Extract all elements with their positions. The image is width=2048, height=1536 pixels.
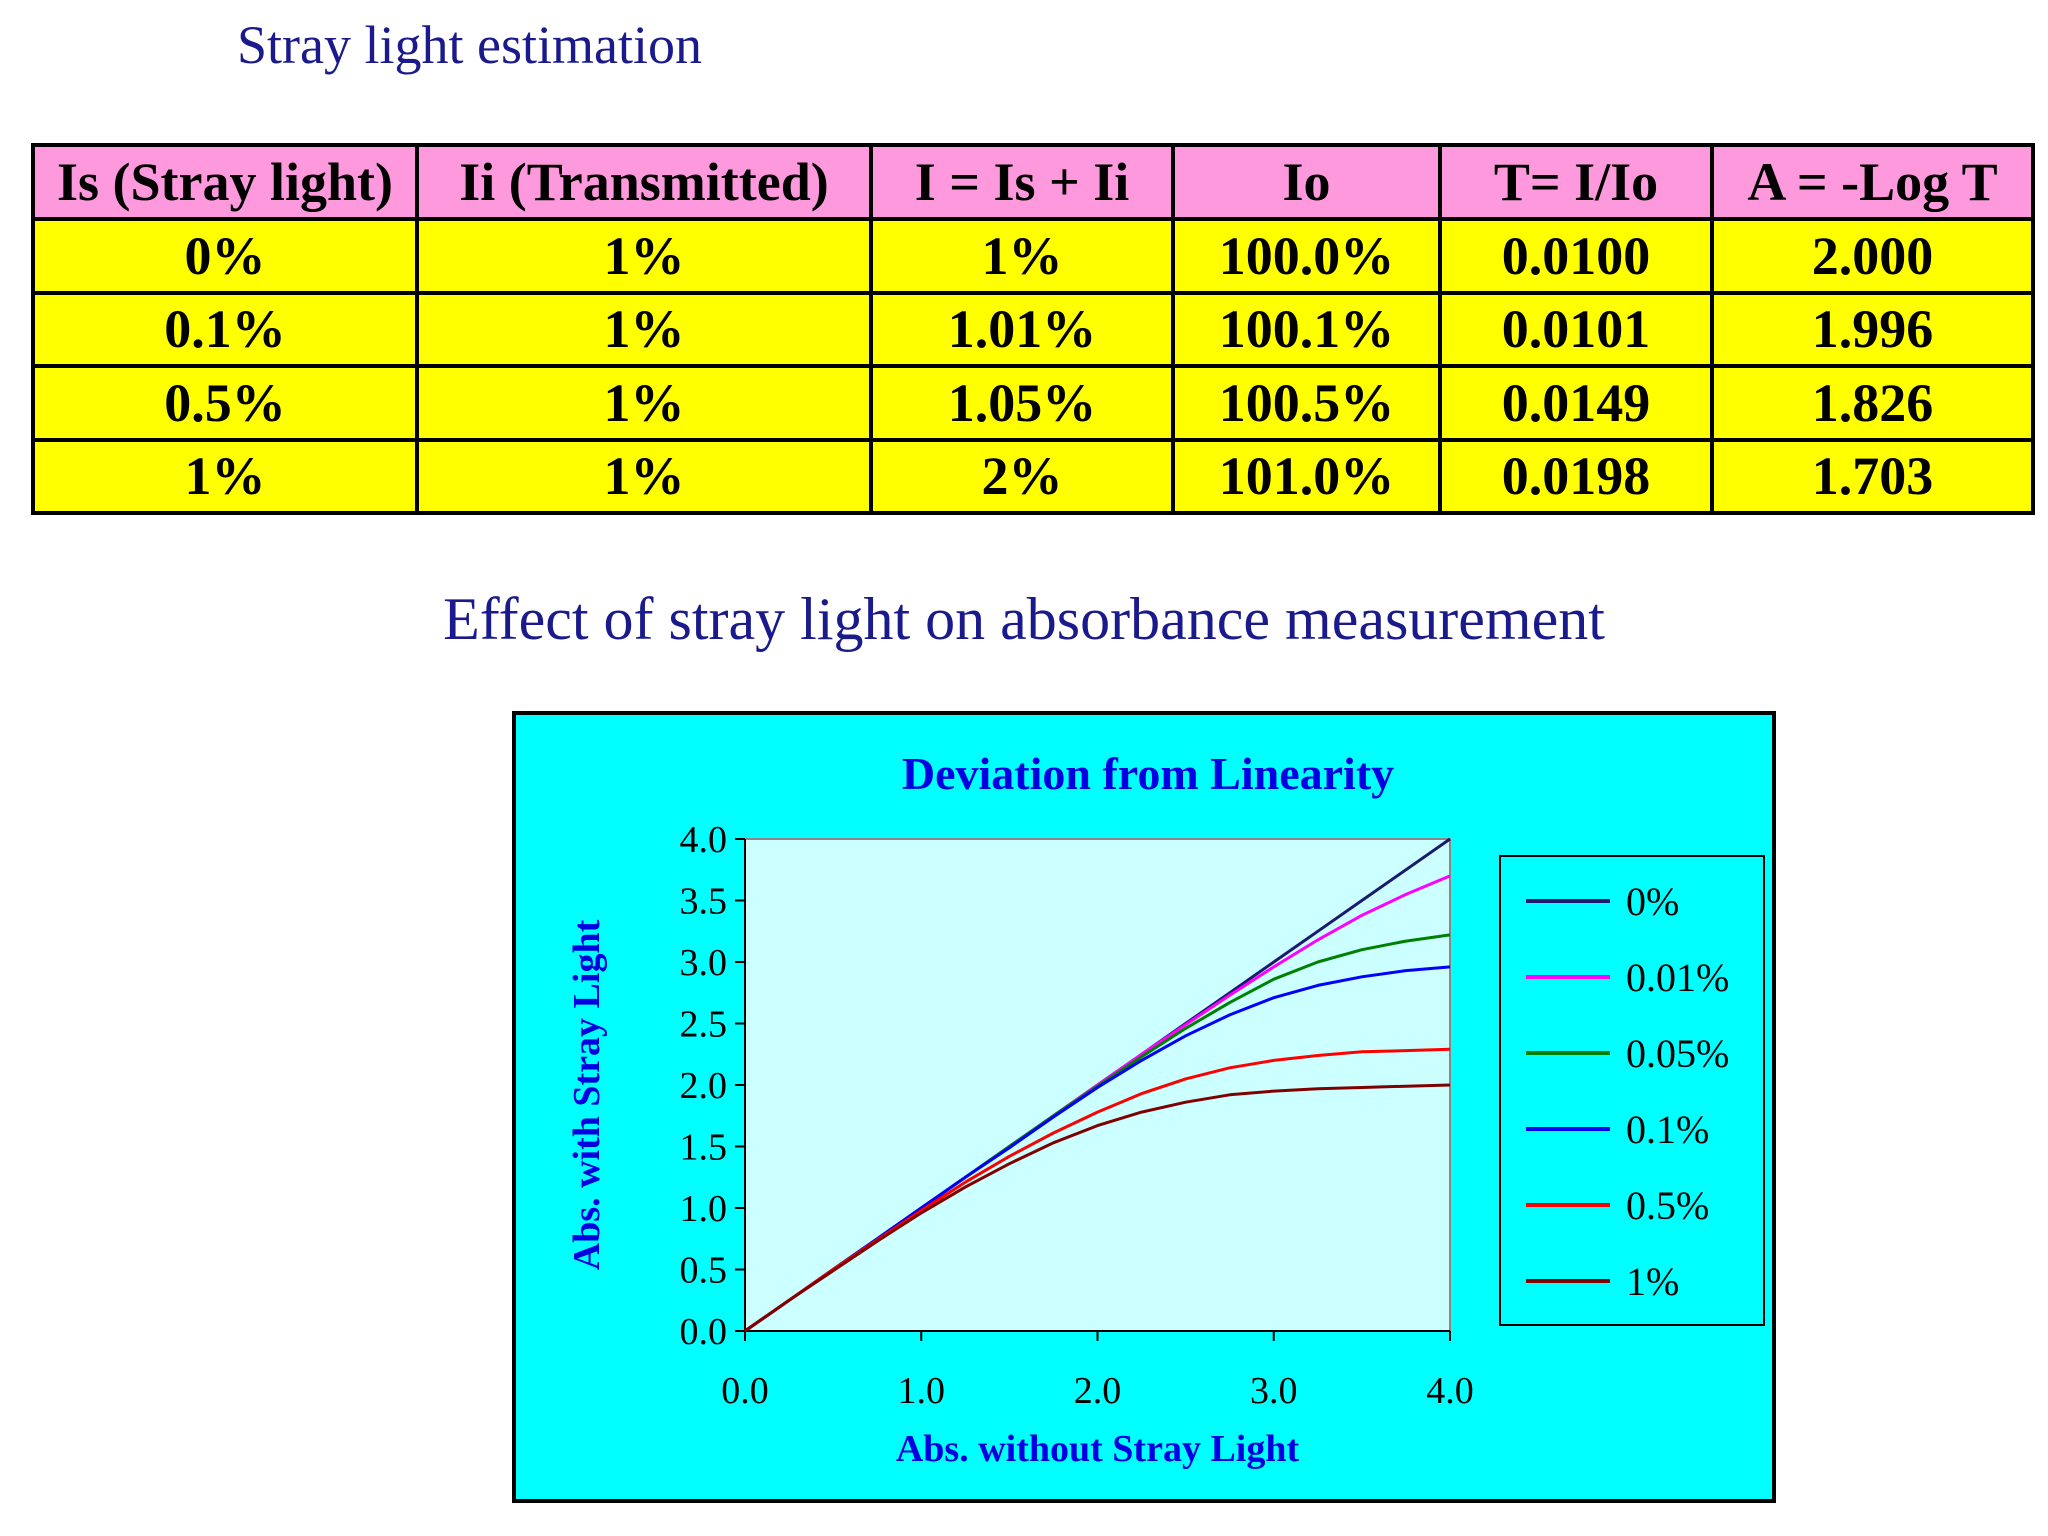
legend-box — [1499, 855, 1765, 1326]
legend-label: 0.05% — [1626, 1031, 1729, 1076]
table-cell: 0.0101 — [1438, 290, 1714, 368]
table-cell: 100.5% — [1171, 364, 1442, 442]
x-tick-label: 1.0 — [898, 1370, 946, 1412]
legend-label: 0.5% — [1626, 1183, 1709, 1228]
table-cell: 0.0100 — [1438, 217, 1714, 295]
y-tick-label: 3.0 — [680, 942, 728, 984]
y-tick-label: 3.5 — [680, 881, 728, 923]
table-cell: 1.05% — [869, 364, 1175, 442]
table-cell: 1% — [31, 437, 419, 515]
table-cell: 1.996 — [1710, 290, 2035, 368]
table-row: 0.1% 1% 1.01% 100.1% 0.0101 1.996 — [31, 290, 2035, 368]
legend-label: 1% — [1626, 1259, 1679, 1304]
table-cell: 1.826 — [1710, 364, 2035, 442]
table-cell: 1.703 — [1710, 437, 2035, 515]
table-row: 0.5% 1% 1.05% 100.5% 0.0149 1.826 — [31, 364, 2035, 442]
chart-container: Deviation from Linearity 0.0 0.5 1.0 1.5 2.0 2… — [512, 711, 1776, 1503]
table-cell: 0.0149 — [1438, 364, 1714, 442]
table-cell: 1.01% — [869, 290, 1175, 368]
x-axis-label: Abs. without Stray Light — [896, 1428, 1300, 1470]
table-cell: 101.0% — [1171, 437, 1442, 515]
table-cell: 100.1% — [1171, 290, 1442, 368]
y-tick-label: 1.0 — [680, 1188, 728, 1230]
table-cell: 1% — [415, 217, 873, 295]
table-cell: 0.1% — [31, 290, 419, 368]
header-incident-intensity: Io — [1171, 143, 1442, 221]
chart-heading: Effect of stray light on absorbance meas… — [443, 586, 1605, 652]
table-cell: 0% — [31, 217, 419, 295]
header-transmitted: Ii (Transmitted) — [415, 143, 873, 221]
table-cell: 0.5% — [31, 364, 419, 442]
header-total-intensity: I = Is + Ii — [869, 143, 1175, 221]
deviation-chart: Deviation from Linearity 0.0 0.5 1.0 1.5 2.0 2… — [566, 748, 1765, 1470]
y-tick-label: 0.5 — [680, 1250, 728, 1292]
x-tick-label: 3.0 — [1250, 1370, 1298, 1412]
legend-label: 0.1% — [1626, 1107, 1709, 1152]
y-axis-label: Abs. with Stray Light — [566, 919, 608, 1270]
legend-label: 0.01% — [1626, 955, 1729, 1000]
table-cell: 100.0% — [1171, 217, 1442, 295]
header-stray-light: Is (Stray light) — [31, 143, 419, 221]
chart-title: Deviation from Linearity — [902, 748, 1394, 799]
y-tick-label: 4.0 — [680, 819, 728, 861]
table-cell: 1% — [415, 437, 873, 515]
legend-label: 0% — [1626, 879, 1679, 924]
series-line-1- — [744, 1083, 1451, 1333]
table-cell: 0.0198 — [1438, 437, 1714, 515]
y-tick-label: 0.0 — [680, 1311, 728, 1353]
y-tick-label: 2.0 — [680, 1065, 728, 1107]
table-cell: 1% — [415, 364, 873, 442]
table-cell: 1% — [869, 217, 1175, 295]
table-row: 1% 1% 2% 101.0% 0.0198 1.703 — [31, 437, 2035, 515]
x-tick-label: 0.0 — [721, 1370, 769, 1412]
header-absorbance: A = -Log T — [1710, 143, 2035, 221]
table-cell: 2.000 — [1710, 217, 2035, 295]
y-tick-label: 1.5 — [680, 1127, 728, 1169]
y-tick-label: 2.5 — [680, 1004, 728, 1046]
x-tick-label: 2.0 — [1074, 1370, 1122, 1412]
x-tick-label: 4.0 — [1426, 1370, 1474, 1412]
page-title: Stray light estimation — [237, 15, 702, 75]
table-cell: 2% — [869, 437, 1175, 515]
table-row: 0% 1% 1% 100.0% 0.0100 2.000 — [31, 217, 2035, 295]
stray-light-table: Is (Stray light) Ii (Transmitted) I = Is… — [31, 143, 2035, 515]
header-transmittance: T= I/Io — [1438, 143, 1714, 221]
table-header-row: Is (Stray light) Ii (Transmitted) I = Is… — [31, 143, 2035, 221]
table-cell: 1% — [415, 290, 873, 368]
